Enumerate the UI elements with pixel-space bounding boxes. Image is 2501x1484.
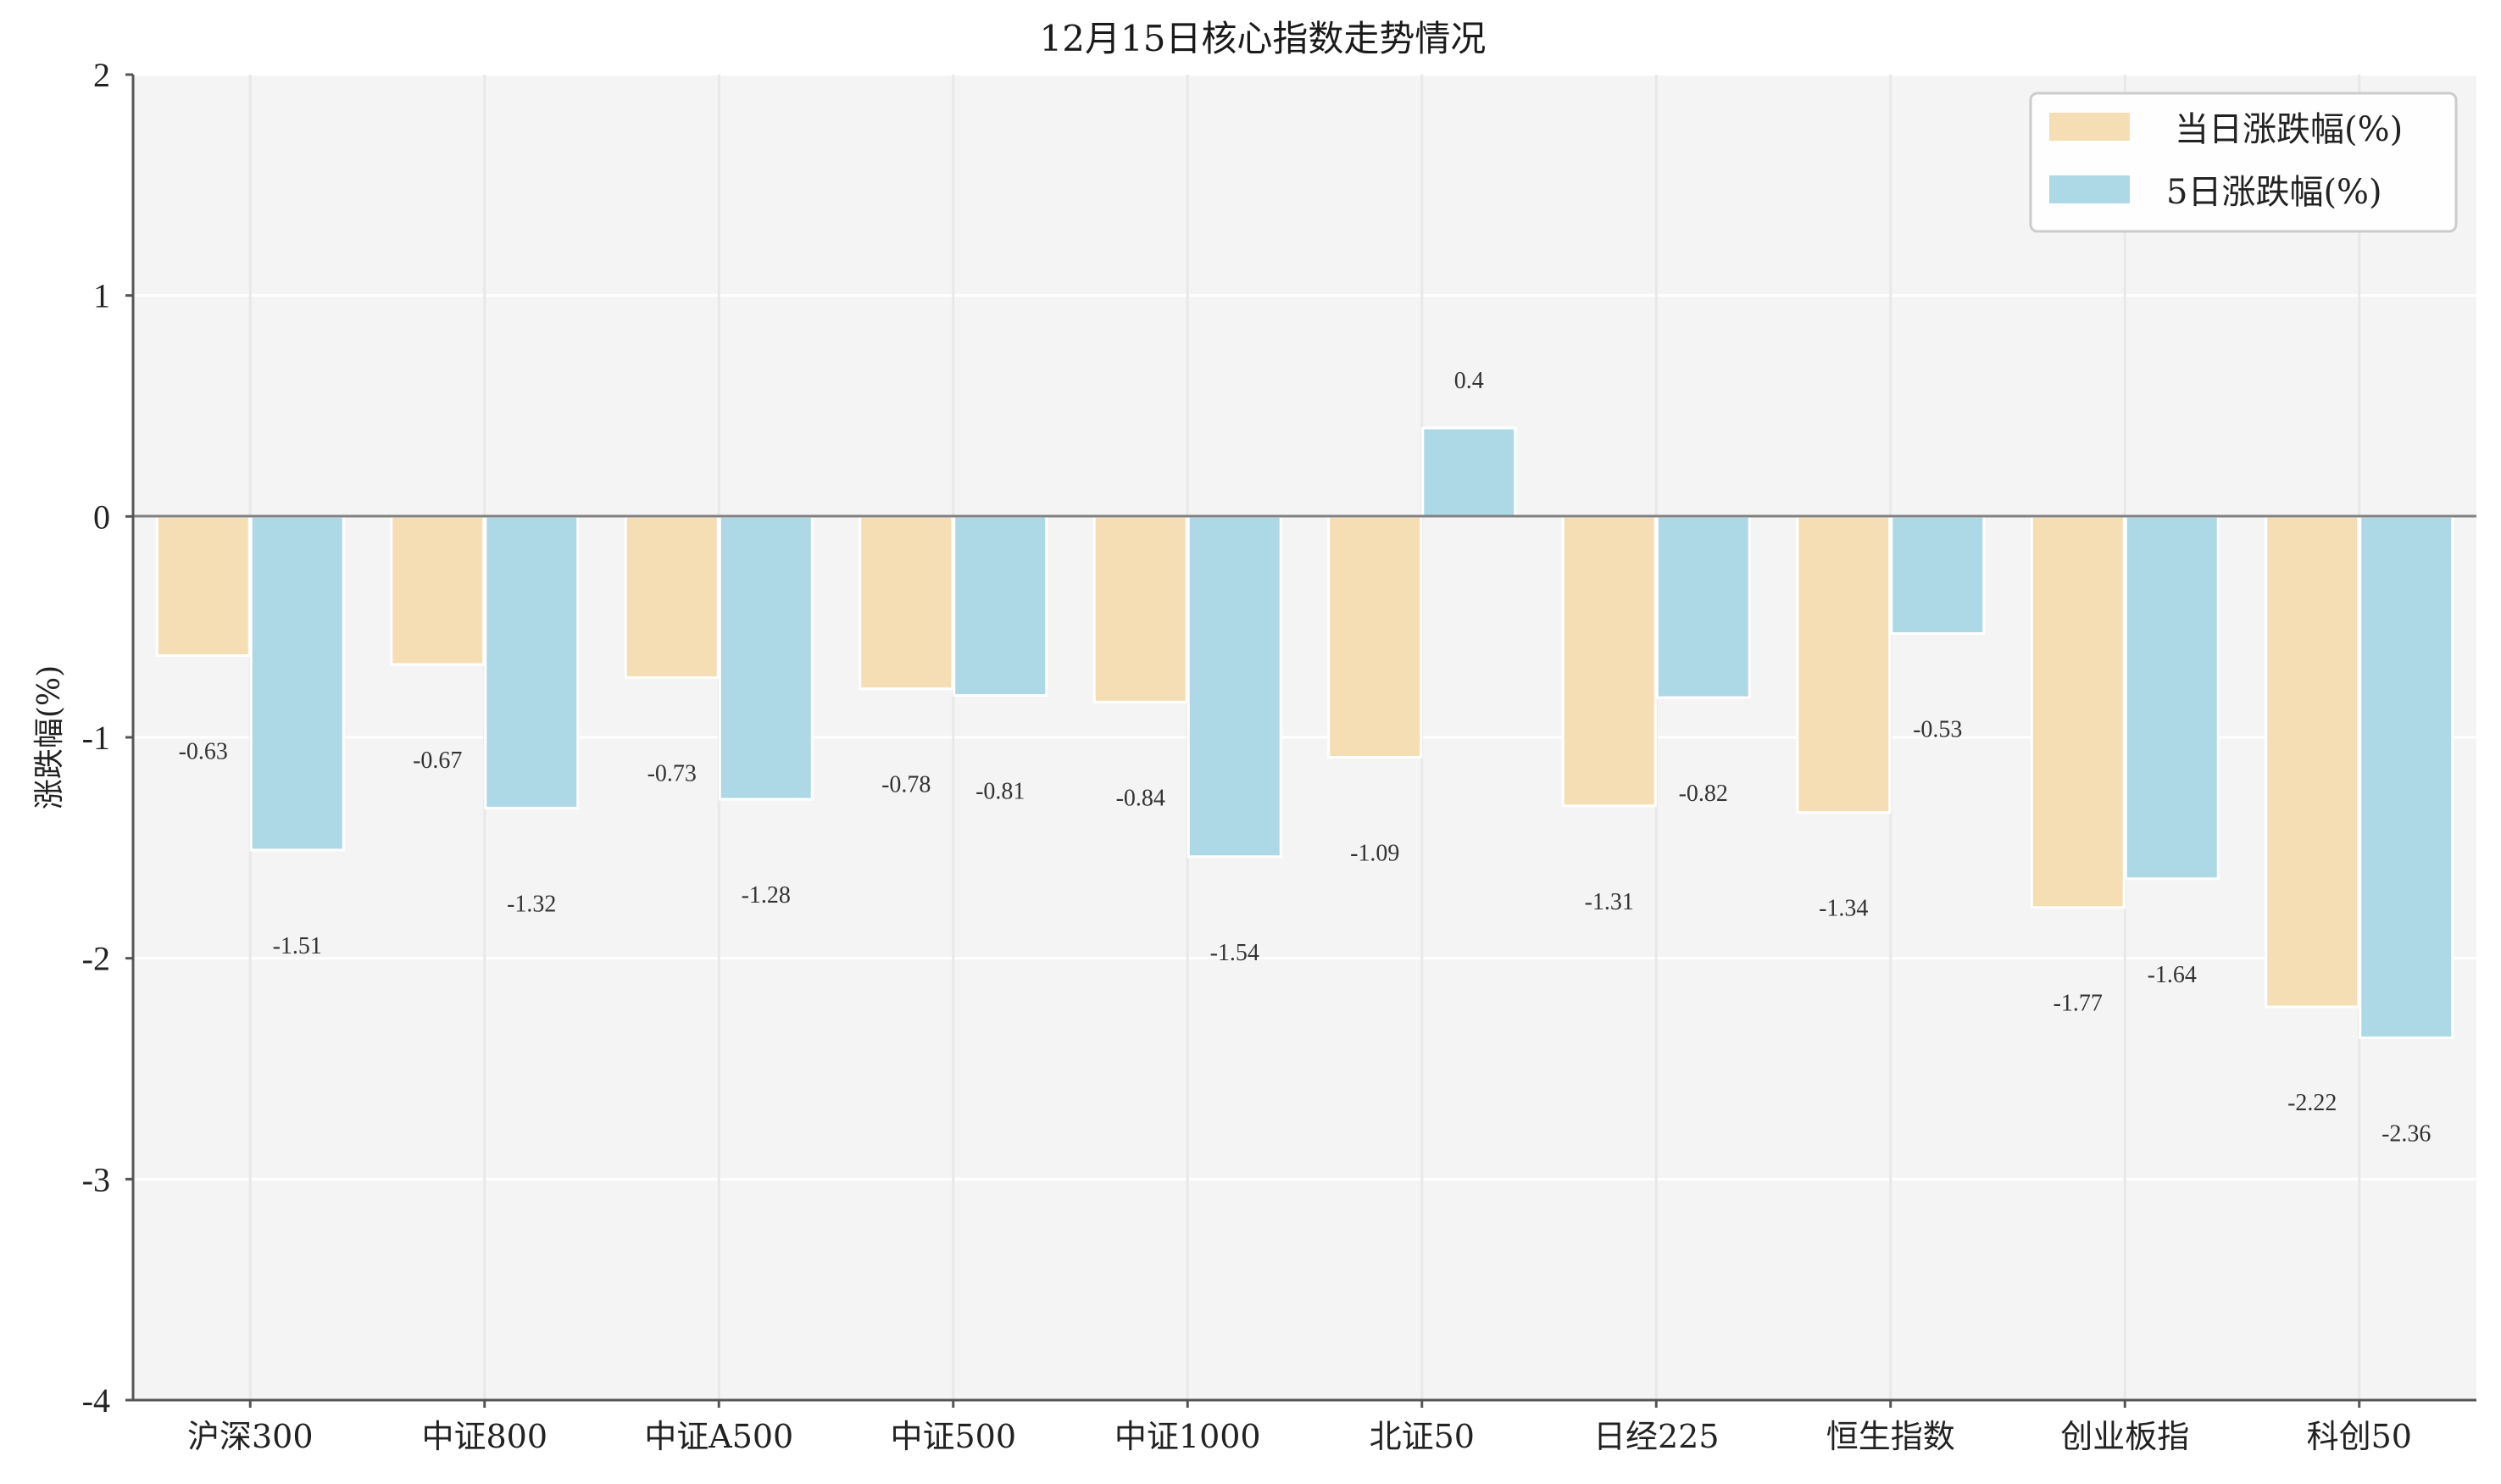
data-label: -1.31 [1585,889,1634,915]
bar-5day [1890,514,1986,635]
labels-layer: -0.63 -0.67 -0.73 -0.78 -0.84 -1.09 -1.31 -1.34… [179,368,2432,1147]
data-label: 0.4 [1454,368,1484,394]
legend-swatch-daily [2049,113,2130,141]
bar-daily [390,514,486,666]
y-tick-label: -1 [82,719,110,757]
data-label: -0.78 [881,772,931,798]
chart-title: 12月15日核心指数走势情况 [1040,18,1487,59]
bar-daily [2265,514,2360,1009]
x-tick-label: 北证50 [1370,1418,1475,1455]
x-tick-label: 沪深300 [187,1418,314,1455]
y-tick-label: -3 [82,1160,110,1198]
y-tick-label: 1 [93,277,110,315]
legend-label-daily: 当日涨跌幅(%) [2175,110,2403,149]
legend: 当日涨跌幅(%) 5日涨跌幅(%) [2029,92,2458,233]
x-tick-label: 中证500 [890,1418,1016,1455]
bar-5day [1187,514,1282,859]
y-tick-label: -2 [82,940,110,978]
x-tick-label: 中证1000 [1114,1418,1261,1455]
y-tick-label: 0 [93,497,110,536]
data-label: -0.84 [1116,785,1165,811]
bar-daily [2030,514,2126,909]
bar-daily [1561,514,1657,808]
bar-5day [2124,514,2220,881]
data-label: -0.73 [647,761,697,787]
legend-label-5day: 5日涨跌幅(%) [2166,173,2382,212]
data-label: -1.54 [1210,940,1259,966]
legend-box [2029,92,2458,233]
x-tick-label: 日经225 [1593,1418,1720,1455]
y-tick-label: -4 [82,1381,110,1420]
x-tick-label: 中证800 [421,1418,547,1455]
data-label: -0.81 [975,778,1025,804]
x-tick-label: 恒生指数 [1826,1418,1955,1455]
data-label: -1.32 [507,891,556,917]
data-label: -1.28 [742,882,791,909]
bar-daily [1092,514,1188,703]
bar-5day [249,514,345,852]
data-label: -0.53 [1913,716,1962,742]
bar-5day [484,514,580,809]
data-label: -1.34 [1819,896,1868,922]
x-tick-label: 创业板指 [2060,1418,2189,1455]
data-label: -1.77 [2054,991,2103,1017]
bar-5day [2359,514,2454,1040]
data-label: -0.63 [179,739,228,765]
data-label: -0.82 [1679,781,1728,807]
data-label: -1.51 [273,933,322,959]
bar-5day [1655,514,1751,699]
data-label: -1.64 [2148,962,2197,988]
bar-daily [1796,514,1892,814]
bar-daily [155,514,251,658]
bar-5day [953,514,1048,697]
data-label: -2.36 [2382,1121,2431,1148]
y-axis-label: 涨跌幅(%) [32,665,67,809]
data-label: -1.09 [1350,840,1399,866]
ticks-layer: 2 1 0 -1 -2 -3 -4 沪深300 中证800 中证A500 中证500 中证1000 北证… [82,56,2412,1455]
bar-5day [1421,426,1517,518]
bar-daily [1327,514,1423,759]
y-tick-label: 2 [93,56,110,94]
bar-5day [718,514,814,801]
legend-swatch-5day [2049,175,2130,203]
bar-daily [859,514,954,691]
bars-layer [155,426,2454,1040]
bar-daily [624,514,720,680]
data-label: -2.22 [2287,1090,2337,1116]
x-tick-label: 科创50 [2307,1418,2412,1455]
data-label: -0.67 [413,748,462,774]
x-tick-label: 中证A500 [644,1418,793,1455]
